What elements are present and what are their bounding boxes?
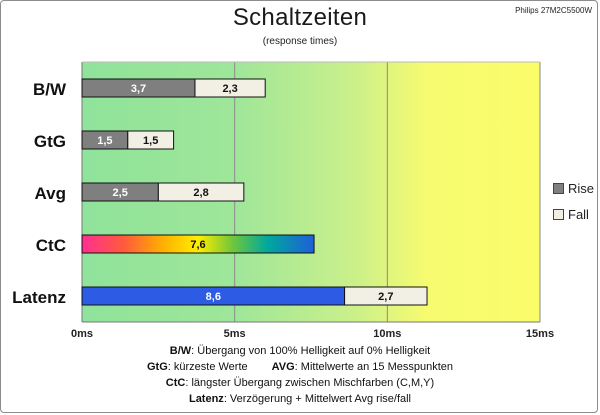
category-label: CtC [36, 236, 66, 255]
category-labels: B/W GtG Avg CtC Latenz [12, 80, 67, 307]
bar-label-rise: 8,6 [206, 291, 221, 303]
bar-label-rise: 1,5 [97, 135, 112, 147]
x-tick-label: 5ms [224, 328, 246, 340]
monitor-model-label: Philips 27M2C5500W [515, 6, 592, 15]
x-tick-label: 10ms [373, 328, 401, 340]
bar-label-fall: 2,7 [378, 291, 393, 303]
bar-label-fall: 1,5 [143, 135, 158, 147]
x-tick-label: 15ms [526, 328, 554, 340]
category-label: Latenz [12, 288, 66, 307]
legend: Rise Fall [553, 178, 594, 230]
legend-item-rise: Rise [553, 178, 594, 198]
category-label: B/W [33, 80, 67, 99]
bar-label-fall: 2,8 [193, 187, 208, 199]
x-axis-ticks: 0ms 5ms 10ms 15ms [71, 328, 554, 340]
bar-label-rise: 7,6 [190, 239, 205, 251]
note-ctc: CtC: längster Übergang zwischen Mischfar… [165, 377, 435, 389]
bar-rise [81, 234, 315, 254]
legend-label-rise: Rise [568, 180, 595, 196]
bar-fall [344, 286, 428, 306]
note-latency: Latenz: Verzögerung + Mittelwert Avg ris… [188, 393, 412, 405]
chart-subtitle: (response times) [262, 36, 338, 47]
category-label: GtG [34, 132, 66, 151]
legend-swatch-fall [553, 208, 564, 220]
footnotes: B/W: Übergang von 100% Helligkeit auf 0%… [0, 343, 600, 407]
legend-item-fall: Fall [553, 204, 594, 224]
bar-label-rise: 3,7 [131, 83, 146, 95]
category-label: Avg [35, 184, 67, 203]
bar-fall [127, 130, 175, 150]
bars: 3,7 2,3 1,5 1,5 2,5 2,8 7,6 8,6 2,7 [81, 78, 428, 306]
legend-label-fall: Fall [568, 206, 589, 222]
note-bw: B/W: Übergang von 100% Helligkeit auf 0%… [169, 345, 431, 357]
bar-label-rise: 2,5 [113, 187, 128, 199]
bar-fall [157, 182, 245, 202]
chart-title: Schaltzeiten [232, 4, 368, 31]
note-gtg-avg: GtG: kürzeste Werte AVG: Mittelwerte an 1… [146, 361, 454, 373]
bar-fall [194, 78, 266, 98]
bar-label-fall: 2,3 [222, 83, 237, 95]
legend-swatch-rise [553, 182, 564, 194]
x-tick-label: 0ms [71, 328, 93, 340]
